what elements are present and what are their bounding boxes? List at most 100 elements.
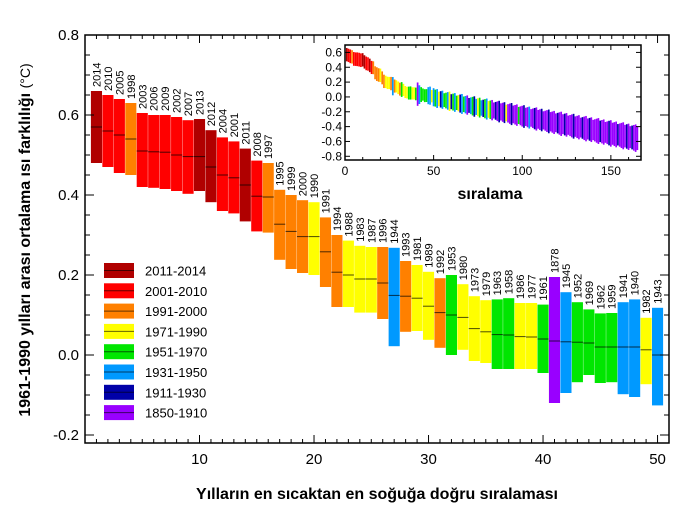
- inset-y-tick-label: 0.2: [325, 75, 342, 89]
- inset-bar-rank-138: [588, 117, 591, 141]
- inset-y-tick-label: 0.0: [325, 90, 342, 104]
- inset-bar-rank-38: [411, 87, 414, 100]
- bar-rank-44: [583, 309, 595, 375]
- inset-bar-rank-100: [521, 105, 524, 127]
- year-label-rank-11: 2012: [206, 102, 218, 126]
- bar-rank-27: [388, 247, 400, 347]
- year-label-rank-32: 1953: [446, 247, 458, 271]
- inset-bar-rank-61: [452, 93, 454, 111]
- legend-label: 1931-1950: [145, 365, 207, 380]
- year-label-rank-34: 1973: [469, 268, 481, 292]
- inset-x-axis-title: sıralama: [458, 186, 523, 203]
- inset-bar-rank-35: [406, 86, 408, 99]
- bar-rank-12: [216, 137, 228, 211]
- inset-bar-rank-48: [429, 86, 431, 105]
- inset-bar-rank-153: [615, 121, 617, 148]
- inset-bar-rank-21: [381, 71, 384, 85]
- year-label-rank-18: 1999: [286, 167, 298, 191]
- year-label-rank-17: 1995: [275, 161, 287, 185]
- year-label-rank-12: 2004: [217, 109, 229, 133]
- main-axes: 10 20 30 40 50-0.20.00.20.40.60.8: [53, 27, 670, 468]
- year-label-rank-3: 2005: [114, 71, 126, 95]
- inset-bar-rank-3: [349, 49, 352, 64]
- inset-bar-rank-39: [413, 87, 415, 100]
- inset-bar-rank-20: [379, 68, 382, 83]
- inset-bar-rank-148: [606, 121, 609, 145]
- bar-rank-37: [503, 298, 515, 369]
- inset-bar-rank-74: [475, 98, 477, 115]
- inset-bar-rank-56: [443, 93, 446, 108]
- inset-bar-rank-128: [570, 114, 573, 138]
- y-tick-label: 0.4: [58, 187, 79, 204]
- inset-bar-rank-118: [553, 110, 555, 134]
- inset-bar-rank-68: [464, 95, 467, 114]
- bar-rank-8: [171, 117, 183, 191]
- inset-bar-rank-113: [544, 110, 547, 131]
- inset-x-tick-label: 50: [427, 164, 441, 178]
- inset-bar-rank-2: [347, 48, 350, 63]
- inset-bar-rank-102: [524, 107, 527, 127]
- inset-bar-rank-133: [579, 117, 582, 138]
- year-label-rank-25: 1987: [366, 219, 378, 243]
- inset-bar-rank-140: [592, 119, 594, 141]
- inset-bar-rank-142: [595, 118, 598, 143]
- inset-bar-rank-134: [581, 117, 584, 139]
- inset-bar-rank-116: [549, 112, 552, 132]
- inset-bar-rank-32: [400, 82, 403, 97]
- inset-bar-rank-8: [358, 52, 360, 67]
- bar-rank-3: [113, 99, 125, 173]
- year-label-rank-19: 2000: [298, 172, 310, 196]
- year-label-rank-41: 1878: [550, 249, 562, 273]
- inset-bar-rank-107: [533, 107, 536, 130]
- year-label-rank-37: 1958: [504, 270, 516, 294]
- inset-bar-rank-16: [372, 61, 375, 75]
- inset-bar-rank-164: [634, 124, 637, 152]
- inset-bar-rank-27: [391, 77, 394, 96]
- year-label-rank-24: 1983: [355, 217, 367, 241]
- year-label-rank-47: 1941: [618, 274, 630, 298]
- inset-bar-rank-129: [572, 113, 575, 139]
- bar-rank-23: [342, 240, 354, 307]
- inset-bar-rank-141: [594, 119, 596, 142]
- year-label-rank-36: 1963: [492, 271, 504, 295]
- inset-bar-rank-160: [627, 123, 630, 150]
- bar-rank-42: [560, 292, 572, 393]
- inset-bar-rank-161: [629, 126, 632, 149]
- inset-bar-rank-127: [569, 115, 571, 137]
- inset-bar-rank-122: [560, 111, 563, 136]
- inset-bar-rank-93: [508, 103, 511, 124]
- inset-bar-rank-104: [528, 106, 531, 129]
- inset-bar-rank-60: [450, 94, 453, 110]
- y-axis-unit: (°C): [17, 63, 33, 88]
- year-label-rank-28: 1993: [401, 233, 413, 257]
- inset-bar-rank-75: [477, 98, 479, 117]
- inset-bar-rank-50: [432, 88, 435, 107]
- legend: 2011-2014 2001-2010 1991-2000 1971-1990 1951…: [104, 263, 207, 421]
- inset-y-tick-label: 0.4: [325, 60, 342, 74]
- x-tick-label: 20: [306, 451, 323, 468]
- inset-bar-rank-14: [368, 58, 371, 73]
- inset-bar-rank-123: [562, 114, 564, 135]
- inset-bar-rank-10: [361, 53, 364, 67]
- inset-bar-rank-87: [498, 100, 500, 123]
- inset-bar-rank-126: [567, 115, 570, 135]
- year-label-rank-29: 1981: [412, 237, 424, 261]
- inset-bar-rank-24: [386, 76, 389, 90]
- inset-bar-rank-46: [425, 89, 428, 102]
- inset-bar-rank-26: [390, 76, 392, 91]
- inset-bar-rank-159: [625, 124, 628, 149]
- legend-label: 2001-2010: [145, 284, 207, 299]
- x-tick-label: 30: [420, 451, 437, 468]
- inset-bar-rank-136: [585, 115, 587, 142]
- year-label-rank-4: 1998: [126, 75, 138, 99]
- year-label-rank-35: 1979: [481, 272, 493, 296]
- inset-bar-rank-120: [556, 112, 559, 134]
- inset-y-tick-label: -0.4: [321, 120, 342, 134]
- year-label-rank-43: 1952: [572, 274, 584, 298]
- inset-x-tick-label: 0: [342, 164, 349, 178]
- inset-bar-rank-76: [478, 97, 481, 118]
- inset-bar-rank-30: [397, 81, 399, 95]
- bar-rank-11: [205, 130, 217, 203]
- legend-label: 1911-1930: [145, 385, 206, 400]
- year-label-rank-22: 1994: [332, 207, 344, 231]
